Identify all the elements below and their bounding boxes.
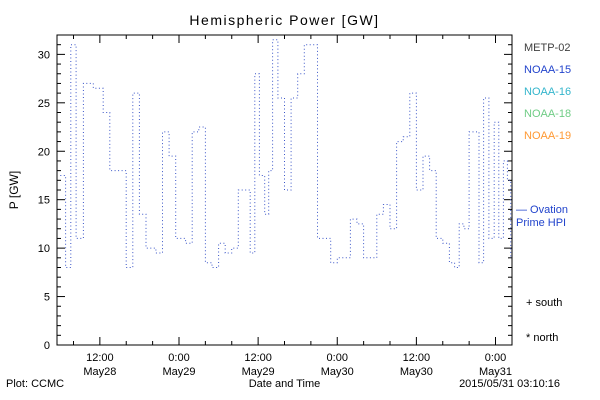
axes [56, 34, 513, 346]
x-tick-date-label: May28 [83, 366, 116, 378]
legend-item-noaa15: NOAA-15 [524, 64, 572, 76]
y-tick-label: 0 [44, 340, 50, 352]
x-tick-time-label: 0:00 [168, 352, 189, 364]
x-tick-date-label: May30 [400, 366, 433, 378]
ovation-prime-line2: Prime HPI [516, 217, 567, 229]
y-tick-label: 25 [38, 98, 50, 110]
x-tick-date-label: May29 [242, 366, 275, 378]
y-tick-label: 5 [44, 292, 50, 304]
legend-item-noaa19: NOAA-19 [524, 130, 572, 142]
plot-credit: Plot: CCMC [6, 378, 65, 390]
legend-item-noaa16: NOAA-16 [524, 86, 572, 98]
x-tick-time-label: 0:00 [485, 352, 506, 364]
y-tick-label: 30 [38, 49, 50, 61]
legend: METP-02 NOAA-15 NOAA-16 NOAA-18 NOAA-19 [524, 42, 571, 152]
legend-item-noaa18: NOAA-18 [524, 108, 572, 120]
x-tick-date-label: May29 [162, 366, 195, 378]
x-tick-date-label: May31 [479, 366, 512, 378]
x-tick-time-label: 12:00 [86, 352, 114, 364]
x-tick-time-label: 0:00 [327, 352, 348, 364]
north-marker-label: * north [526, 332, 559, 344]
y-tick-label: 15 [38, 195, 50, 207]
ovation-prime-label: — Ovation Prime HPI [516, 204, 568, 230]
y-tick-label: 20 [38, 146, 50, 158]
y-tick-label: 10 [38, 243, 50, 255]
tick-labels: 0 5 10 15 20 25 30 12:00 May28 0:00 May29 12:00 May2… [38, 49, 512, 378]
x-axis-label: Date and Time [248, 378, 321, 390]
hpi-data-line [60, 39, 512, 268]
chart-title: Hemispheric Power [GW] [189, 12, 380, 28]
legend-item-metp02: METP-02 [524, 42, 571, 54]
plot-timestamp: 2015/05/31 03:10:16 [459, 378, 560, 390]
x-tick-date-label: May30 [321, 366, 354, 378]
south-marker-label: + south [526, 297, 563, 309]
x-tick-time-label: 12:00 [403, 352, 431, 364]
x-tick-time-label: 12:00 [244, 352, 272, 364]
ovation-prime-line1: — Ovation [516, 204, 568, 216]
